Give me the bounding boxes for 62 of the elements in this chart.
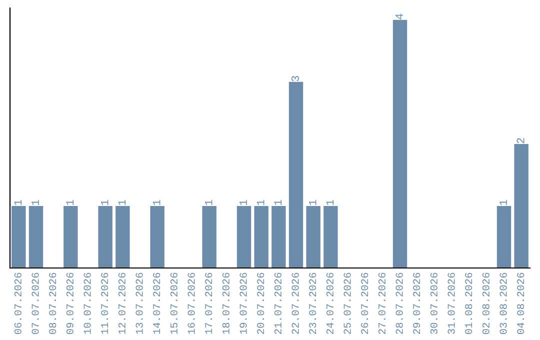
x-tick-label: 17.07.2026 [205,272,212,334]
x-tick-label: 26.07.2026 [361,272,368,334]
bar [254,206,268,268]
data-label: 1 [500,200,507,206]
data-label: 1 [66,200,74,206]
x-tick-label: 30.07.2026 [430,272,438,334]
x-tick-label: 19.07.2026 [240,272,247,334]
data-label: 1 [32,200,39,206]
bar [236,206,252,268]
x-tick-label: 31.07.2026 [448,272,455,334]
data-label: 1 [118,200,126,206]
x-tick-label: 09.07.2026 [66,272,74,334]
x-tick-label: 12.07.2026 [118,272,126,334]
x-tick-label: 28.07.2026 [396,272,403,334]
x-tick-label: 10.07.2026 [84,272,91,334]
x-tick-label: 29.07.2026 [413,272,420,334]
data-label: 1 [274,200,282,206]
bar [306,206,320,268]
x-tick-label: 01.08.2026 [465,272,472,334]
x-tick-label: 03.08.2026 [500,272,507,334]
x-tick-label: 06.07.2026 [14,272,22,334]
bar [150,206,164,268]
x-tick-label: 04.08.2026 [517,272,524,334]
x-tick-label: 25.07.2026 [344,272,351,334]
x-tick-label: 16.07.2026 [188,272,195,334]
data-label: 1 [14,200,22,206]
x-tick-label: 27.07.2026 [378,272,386,334]
bar [392,20,408,268]
bar [12,206,26,268]
bar [288,82,304,268]
bar [496,206,512,268]
bar [202,206,216,268]
bar [64,206,78,268]
x-tick-label: 11.07.2026 [101,272,108,334]
x-tick-label: 08.07.2026 [49,272,56,334]
x-tick-label: 14.07.2026 [153,272,160,334]
x-tick-label: 02.08.2026 [482,272,490,334]
x-tick-label: 20.07.2026 [257,272,264,334]
bar [28,206,44,268]
data-label: 3 [291,76,299,82]
x-tick-label: 07.07.2026 [32,272,39,334]
data-label: 1 [204,200,212,206]
x-tick-label: 18.07.2026 [222,272,230,334]
data-label: 1 [308,200,316,206]
x-tick-label: 23.07.2026 [309,272,316,334]
bar [272,206,286,268]
bar [324,206,338,268]
x-tick-label: 13.07.2026 [136,272,143,334]
x-tick-label: 21.07.2026 [274,272,282,334]
data-label: 1 [256,200,264,206]
bar [514,144,528,268]
data-label: 4 [396,14,403,20]
x-tick-label: 15.07.2026 [170,272,178,334]
bar [116,206,130,268]
data-label: 1 [326,200,334,206]
x-tick-label: 24.07.2026 [326,272,334,334]
data-label: 1 [100,200,108,206]
x-tick-label: 22.07.2026 [292,272,299,334]
bar [98,206,112,268]
data-label: 2 [516,138,524,144]
data-label: 1 [240,200,247,206]
data-label: 1 [152,200,160,206]
